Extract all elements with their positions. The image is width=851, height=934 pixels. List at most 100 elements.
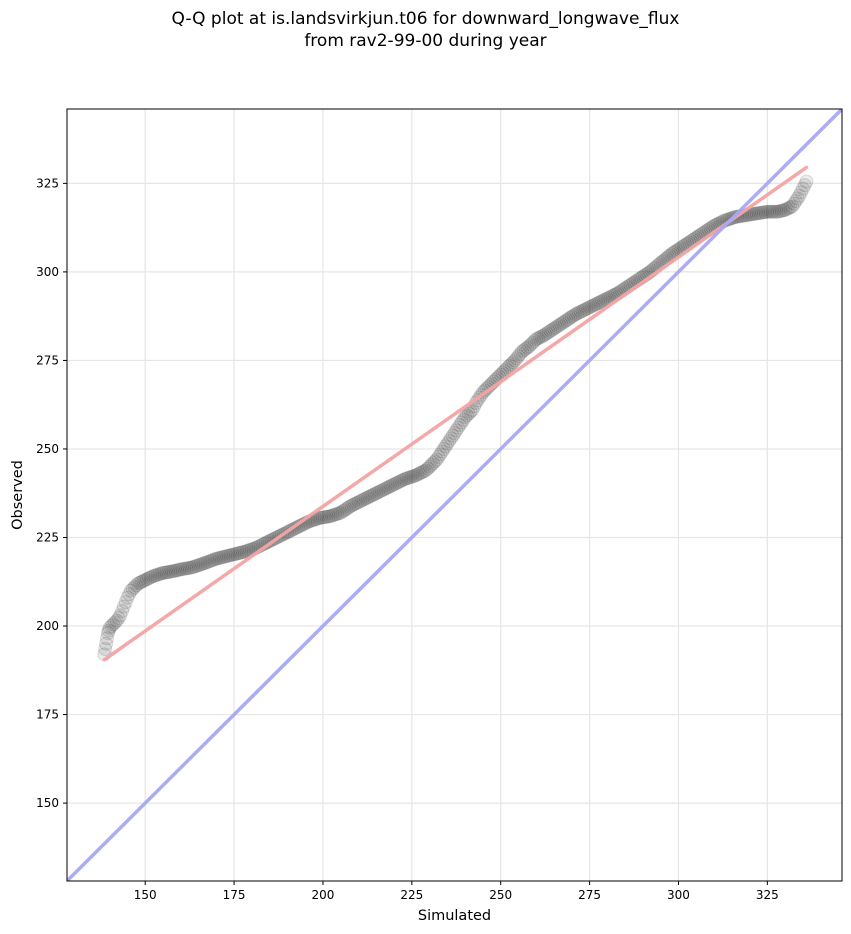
quantile-point (595, 294, 610, 309)
quantile-point (584, 299, 599, 314)
quantile-point (159, 565, 174, 580)
quantile-point (225, 547, 240, 562)
quantile-point (771, 204, 786, 219)
quantile-point (212, 550, 227, 565)
quantile-point (362, 489, 377, 504)
quantile-point (166, 564, 181, 579)
fit-line (102, 165, 809, 662)
quantile-point (340, 500, 355, 515)
quantile-point (504, 356, 519, 371)
quantile-point (555, 315, 570, 330)
quantile-point (417, 464, 432, 479)
quantile-point (335, 504, 350, 519)
quantile-point (758, 204, 773, 219)
quantile-point (552, 318, 567, 333)
quantile-point (163, 564, 178, 579)
y-tick-label: 325 (36, 176, 59, 190)
quantile-point (221, 548, 236, 563)
quantile-point (122, 587, 137, 602)
quantile-point (445, 428, 460, 443)
quantile-point (436, 441, 451, 456)
quantile-point (399, 471, 414, 486)
quantile-point (196, 556, 211, 571)
quantile-point (170, 563, 185, 578)
quantile-point (543, 323, 558, 338)
quantile-point (580, 301, 595, 316)
quantile-point (125, 581, 140, 596)
quantile-point (579, 302, 594, 317)
quantile-point (230, 546, 245, 561)
x-tick-label: 275 (578, 888, 601, 902)
quantile-point (424, 457, 439, 472)
quantile-point (141, 571, 156, 586)
quantile-point (365, 488, 380, 502)
quantile-point (155, 565, 170, 580)
axis-ticks: 150 175 200 225 250 275 300 325 150 175 200 225 250 2… (36, 176, 779, 902)
quantile-point (367, 487, 382, 502)
quantile-point (513, 346, 528, 361)
quantile-point (545, 322, 560, 337)
quantile-point (312, 511, 327, 526)
quantile-point (411, 466, 426, 481)
quantile-point (529, 332, 544, 347)
x-tick-label: 150 (134, 888, 157, 902)
quantile-point (173, 562, 188, 577)
quantile-point (342, 499, 357, 514)
quantile-point (440, 436, 455, 451)
quantile-point (200, 555, 215, 570)
quantile-point (106, 617, 121, 632)
quantile-point (420, 461, 435, 476)
quantile-point (577, 302, 592, 317)
quantile-point (527, 333, 542, 348)
quantile-point (452, 418, 467, 433)
quantile-point (116, 599, 131, 614)
quantile-point (378, 481, 393, 496)
quantile-point (410, 467, 425, 482)
y-tick-label: 225 (36, 530, 59, 544)
quantile-point (195, 557, 210, 572)
quantile-point (381, 480, 396, 495)
plot-marks (67, 109, 842, 881)
quantile-point (433, 447, 448, 462)
quantile-point (404, 469, 419, 484)
quantile-point (321, 509, 336, 524)
quantile-point (227, 547, 242, 562)
quantile-point (100, 626, 115, 641)
quantile-point (376, 482, 391, 497)
quantile-point (358, 491, 373, 506)
x-tick-label: 200 (312, 888, 335, 902)
quantile-point (187, 559, 202, 574)
quantile-point (774, 203, 789, 218)
quantile-point (435, 444, 450, 459)
quantile-point (223, 548, 238, 563)
quantile-point (314, 510, 329, 525)
quantile-point (157, 565, 172, 580)
quantile-point (451, 420, 466, 435)
quantile-point (175, 562, 190, 577)
quantile-point (520, 340, 535, 355)
quantile-point (511, 349, 526, 364)
chart-title-line2: from rav2-99-00 during year (304, 31, 547, 51)
quantile-point (532, 330, 547, 345)
quantile-point (129, 578, 144, 593)
quantile-point (778, 202, 793, 217)
quantile-point (429, 452, 444, 467)
quantile-point (203, 553, 218, 568)
quantile-point (228, 546, 243, 561)
quantile-point (123, 583, 138, 598)
quantile-point (575, 303, 590, 318)
quantile-point (534, 329, 549, 344)
quantile-point (449, 423, 464, 438)
quantile-point (442, 433, 457, 448)
y-tick-label: 200 (36, 619, 59, 633)
quantile-point (422, 459, 437, 474)
quantile-point (548, 320, 563, 335)
quantile-point (531, 331, 546, 346)
quantile-point (596, 293, 611, 308)
quantile-point (179, 561, 194, 576)
quantile-point (209, 551, 224, 566)
quantile-point (387, 477, 402, 492)
y-tick-label: 150 (36, 796, 59, 810)
quantile-point (136, 573, 151, 588)
quantile-point (536, 328, 551, 343)
